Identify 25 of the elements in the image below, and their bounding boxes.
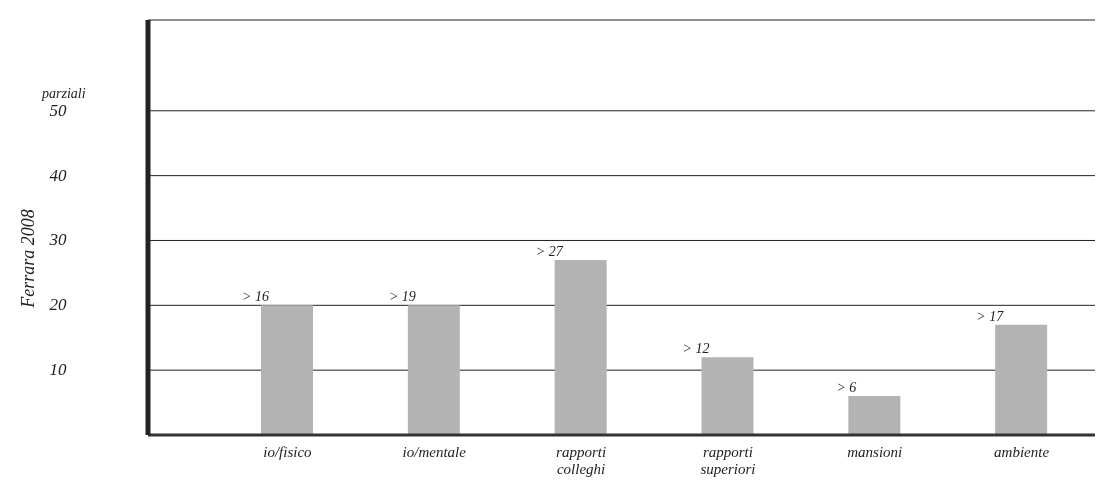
- bar: [261, 305, 313, 435]
- x-tick-label: rapporti colleghi: [556, 444, 607, 477]
- y-tick-label: 40: [49, 165, 67, 185]
- x-tick-label: io/mentale: [402, 444, 467, 460]
- data-label: > 27: [535, 243, 564, 259]
- bar: [701, 357, 754, 435]
- data-label: > 12: [682, 341, 710, 357]
- y-tick-label: 30: [48, 230, 67, 250]
- y-axis-title: parziali: [42, 86, 86, 102]
- data-label: > 17: [976, 308, 1005, 324]
- x-tick-label: io/fisico: [263, 444, 313, 460]
- y-tick-label: 20: [49, 295, 67, 315]
- data-label: > 16: [242, 289, 269, 305]
- x-tick-label: ambiente: [994, 444, 1050, 460]
- bar: [995, 324, 1048, 435]
- y-tick-label: 10: [49, 360, 67, 380]
- bar: [407, 305, 460, 435]
- bar: [848, 396, 901, 435]
- data-label: > 19: [388, 289, 416, 305]
- text: Ferrara 2008: [17, 208, 39, 310]
- x-tick-label: mansioni: [847, 444, 903, 460]
- y-tick-label: 50: [49, 100, 67, 120]
- x-tick-label: rapporti superiori: [700, 444, 756, 477]
- data-label: > 6: [836, 380, 857, 396]
- bar: [554, 259, 607, 435]
